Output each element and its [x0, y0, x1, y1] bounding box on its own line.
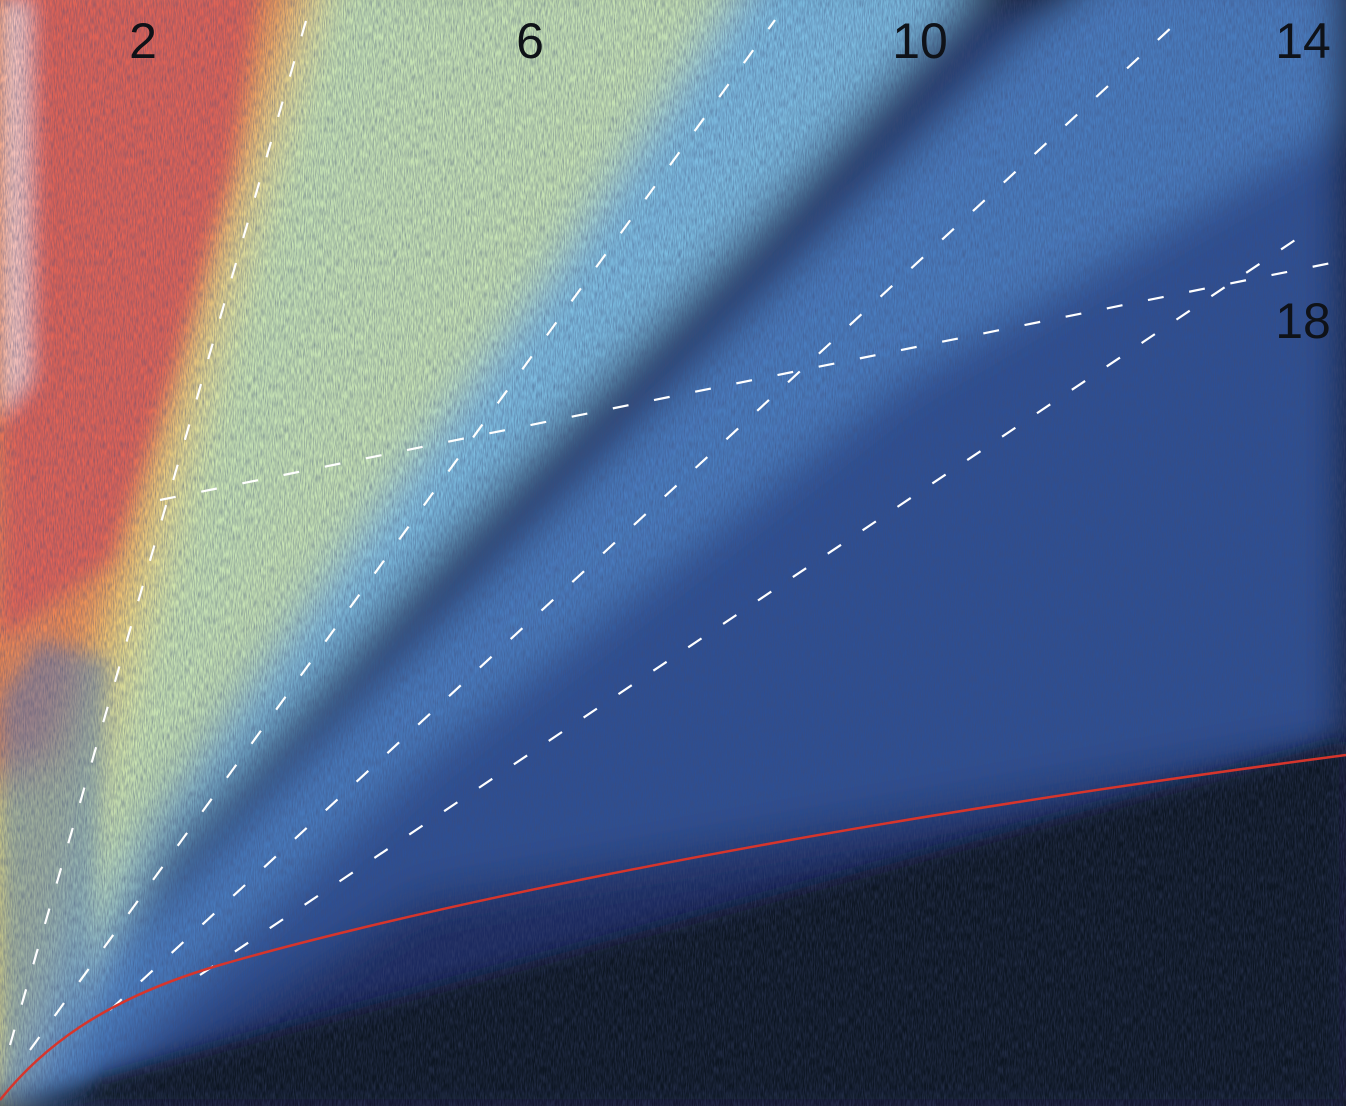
contour-label-14: 14 — [1275, 13, 1331, 69]
contour-line-6 — [29, 19, 776, 1051]
contour-line-18 — [159, 258, 1346, 502]
contour-label-2: 2 — [129, 13, 157, 69]
contour-line-10 — [109, 11, 1189, 1011]
contour-line-2 — [8, 0, 314, 1046]
contour-label-18: 18 — [1275, 293, 1331, 349]
contour-line-14 — [199, 229, 1311, 976]
contour-label-6: 6 — [516, 13, 544, 69]
contour-lines — [8, 0, 1346, 1051]
contour-labels: 2 6 10 14 18 — [129, 13, 1331, 349]
boundary-curve — [0, 753, 1346, 1101]
contour-label-10: 10 — [892, 13, 948, 69]
